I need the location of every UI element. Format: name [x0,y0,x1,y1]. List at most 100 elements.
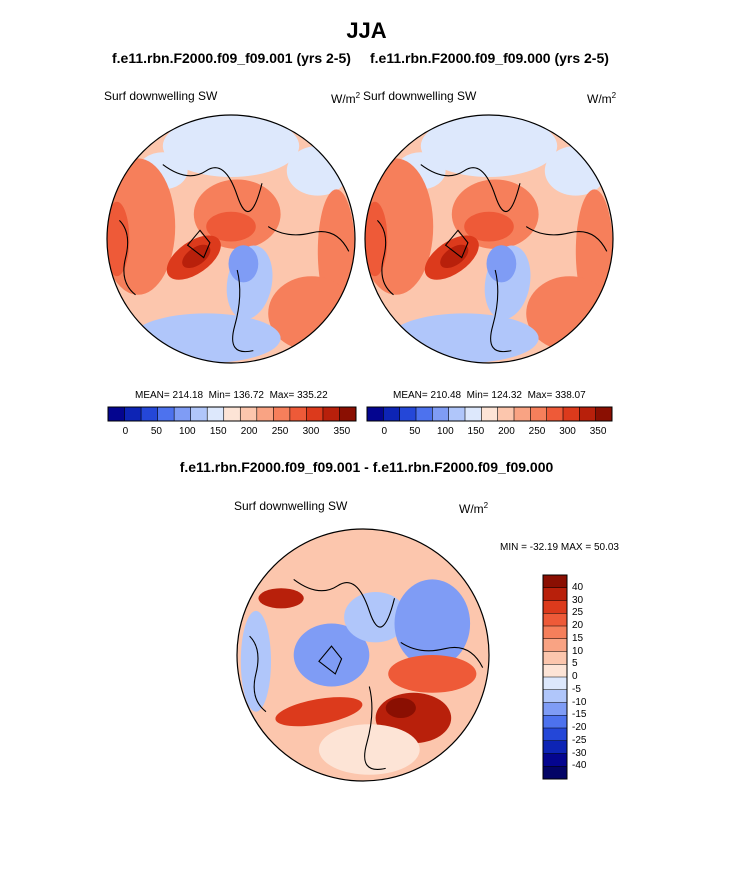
colorbar-tick-label: -10 [572,696,587,708]
colorbar-tick-label: 200 [240,426,258,437]
colorbar-swatch [543,575,567,589]
panel2-colorbar-ticks: 0 50 100 150 200 250 300 350 [367,426,612,438]
contour-region [389,313,539,363]
colorbar-tick-label: -15 [572,709,587,721]
coastline [525,226,608,252]
colorbar-swatch [289,407,307,421]
colorbar-swatch [543,740,567,754]
colorbar-swatch [124,407,142,421]
map-boundary [236,528,490,782]
diff-min-label: MIN = [500,542,527,553]
colorbar-tick-label: 150 [209,426,227,437]
contour-region [228,245,259,283]
panel1-polar-map [106,114,356,364]
contour-region [420,115,558,177]
panel2-case-title: f.e11.rbn.F2000.f09_f09.000 (yrs 2-5) [370,50,609,66]
panel1-colorbar-ticks: 0 50 100 150 200 250 300 350 [108,426,356,438]
panel2-max-label: Max= [527,390,553,401]
contour-region [464,211,514,242]
colorbar-swatch [339,407,357,421]
colorbar-tick-label: 100 [178,426,196,437]
colorbar-tick-label: 30 [572,594,584,606]
panel2-variable-label: Surf downwelling SW [363,89,477,103]
panel2-units-label: W/m2 [587,91,617,106]
colorbar-tick-label: 100 [437,426,454,437]
diff-variable-label: Surf downwelling SW [234,499,348,513]
contour-region [206,211,256,242]
colorbar-swatch [546,407,564,421]
colorbar-tick-label: 350 [333,426,351,437]
colorbar-tick-label: 0 [381,426,388,437]
panel1-units-label: W/m2 [331,91,361,106]
contour-region [131,313,281,363]
coastline [444,229,469,259]
colorbar-swatch [595,407,613,421]
diff-units-label: W/m2 [459,501,489,516]
diff-panel-title: f.e11.rbn.F2000.f09_f09.001 - f.e11.rbn.… [179,459,554,475]
panel2-polar-map [364,114,614,364]
colorbar-swatch [543,715,567,729]
panel2-mean-label: MEAN= [393,390,428,401]
colorbar-swatch [579,407,597,421]
colorbar-swatch [383,407,401,421]
colorbar-swatch [273,407,291,421]
colorbar-tick-label: -20 [572,722,587,733]
panel1-colorbar [107,406,357,422]
colorbar-tick-label: 150 [467,426,485,437]
contour-region [365,201,388,277]
colorbar-swatch [256,407,274,421]
colorbar-swatch [543,766,567,780]
coastline [400,641,484,668]
contour-region [344,592,408,643]
colorbar-swatch [157,407,175,421]
colorbar-swatch [543,677,567,691]
colorbar-tick-label: 50 [150,426,162,437]
contour-region [240,610,272,712]
diff-minmax: MIN = -32.19 MAX = 50.03 [500,542,619,553]
contour-region [286,146,349,196]
colorbar-swatch [108,407,125,421]
contour-region [394,579,471,668]
colorbar-swatch [223,407,241,421]
colorbar-tick-label: 250 [271,426,289,437]
colorbar-swatch [465,407,482,421]
panel1-variable-label: Surf downwelling SW [104,89,218,103]
coastline [377,220,394,296]
colorbar-swatch [563,407,580,421]
contour-region [182,244,211,269]
colorbar-tick-label: 25 [572,607,584,619]
colorbar-swatch [306,407,324,421]
panel1-stats: MEAN= 214.18 Min= 136.72 Max= 335.22 [135,390,328,401]
colorbar-swatch [543,651,567,665]
colorbar-tick-label: 50 [409,426,421,437]
colorbar-swatch [240,407,258,421]
coastline [293,578,396,628]
colorbar-swatch [543,613,567,627]
panel1-mean-label: MEAN= [135,390,170,401]
contour-region [544,146,607,196]
colorbar-tick-label: 200 [498,426,515,437]
diff-min-value: -32.19 [529,542,559,553]
colorbar-swatch [399,407,417,421]
diff-polar-map [236,528,490,782]
colorbar-swatch [141,407,158,421]
colorbar-swatch [543,638,567,652]
coastline [232,269,254,353]
colorbar-tick-label: -40 [572,760,587,772]
coastline [490,269,512,353]
diff-colorbar-ticks: 40 30 25 20 15 10 5 0 -5 -10 -15 -20 -25 -30 -40 [572,575,602,779]
colorbar-tick-label: 40 [572,581,584,593]
map-boundary [106,114,356,364]
panel1-min-value: 136.72 [233,390,264,401]
panel1-min-label: Min= [208,390,231,401]
figure-title: JJA [346,18,387,43]
contour-region [388,655,477,693]
contour-region [486,245,517,283]
contour-region [258,588,304,609]
coastline [162,164,263,213]
contour-region [440,244,469,269]
colorbar-tick-label: 15 [572,632,584,644]
contour-region [275,697,363,727]
diff-max-value: 50.03 [593,542,619,553]
colorbar-swatch [174,407,192,421]
